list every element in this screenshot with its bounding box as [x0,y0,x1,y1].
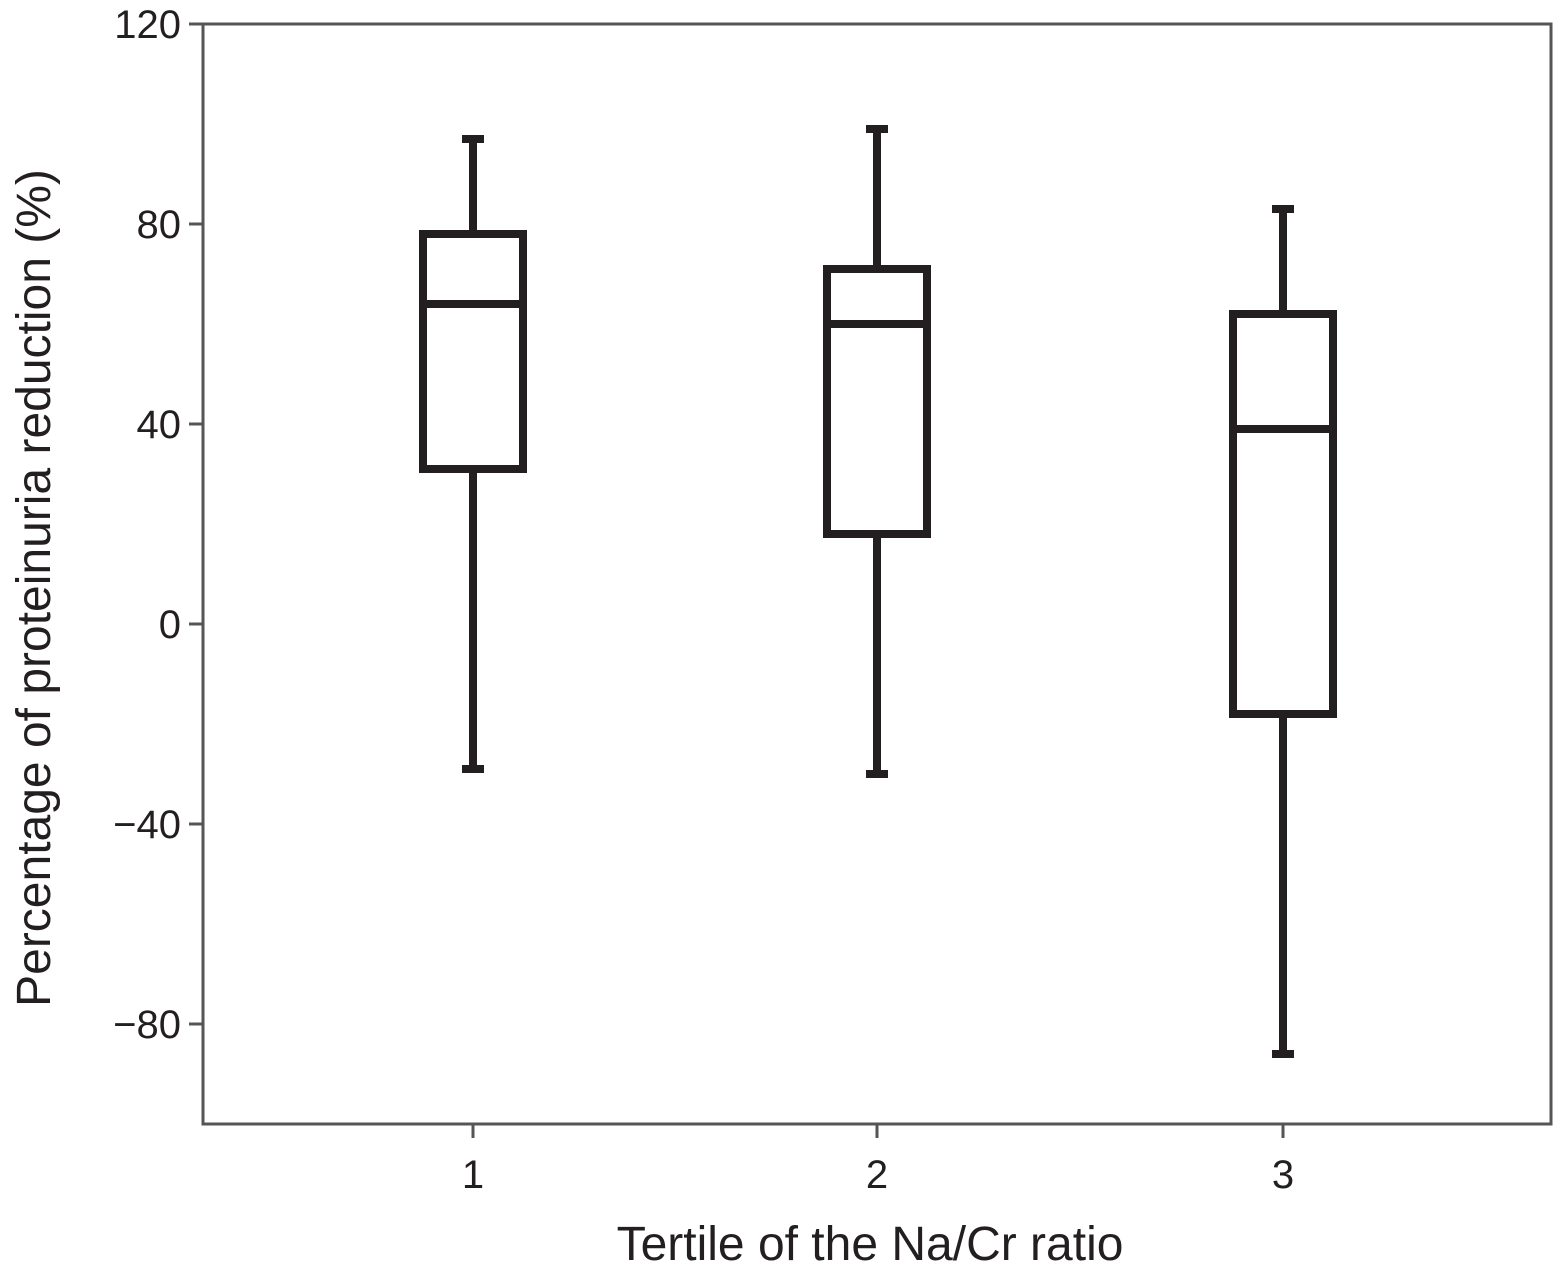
y-axis-title: Percentage of proteinuria reduction (%) [8,169,61,1007]
y-tick-label: 0 [159,603,181,647]
y-tick-label: 120 [114,3,181,47]
box-group-3 [1229,205,1337,1058]
box-series [419,125,1337,1058]
y-tick-label: −80 [113,1003,181,1047]
y-tick-label: −40 [113,803,181,847]
x-axis: 1 2 3 [462,1124,1294,1197]
box-group-1 [419,135,527,773]
y-axis: 120 80 40 0 −40 −80 [113,3,203,1047]
interquartile-box [419,230,527,473]
x-tick-label: 1 [462,1153,484,1197]
x-tick-label: 3 [1272,1153,1294,1197]
y-tick-label: 80 [137,203,182,247]
interquartile-box [823,265,931,538]
x-tick-label: 2 [866,1153,888,1197]
interquartile-box [1229,310,1337,718]
y-tick-label: 40 [137,403,182,447]
box-group-2 [823,125,931,778]
x-axis-title: Tertile of the Na/Cr ratio [617,1218,1124,1271]
